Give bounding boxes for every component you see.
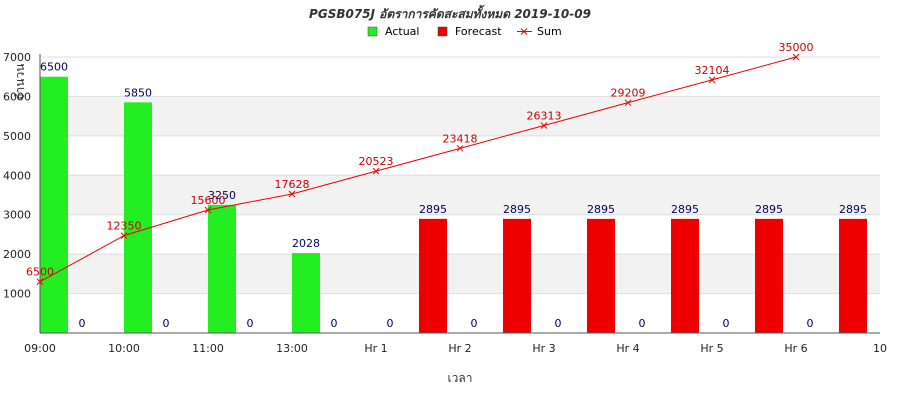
grid-band [40, 254, 880, 294]
bar-label-forecast: 2895 [419, 203, 447, 216]
bar-label-forecast: 2895 [839, 203, 867, 216]
sum-point-mark [792, 53, 800, 61]
sum-point-mark [708, 76, 716, 84]
sum-line [39, 56, 797, 283]
bar-forecast [587, 218, 615, 333]
sum-point-mark [204, 206, 212, 214]
y-tick-label: 2000 [3, 248, 31, 261]
legend-swatch [520, 28, 528, 35]
x-tick-label: 11:00 [192, 342, 224, 355]
sum-point [456, 144, 464, 152]
bar-label-actual: 5850 [124, 86, 152, 99]
grid-band [40, 96, 880, 136]
bar-actual [292, 253, 320, 333]
y-axis-ticks: 1000 2000 3000 4000 5000 6000 7000 [3, 51, 31, 301]
bar-label-forecast: 2895 [503, 203, 531, 216]
sum-point-mark [456, 144, 464, 152]
bar-forecast [755, 218, 783, 333]
x-tick-label: Hr 6 [784, 342, 807, 355]
x-axis-ticks: 09:00 10:00 11:00 13:00 Hr 1 Hr 2 Hr 3 Hr 4 Hr 5… [24, 342, 887, 355]
legend-item[interactable]: Sum [517, 25, 562, 38]
bar-label-forecast: 2895 [755, 203, 783, 216]
grid-lines [40, 56, 880, 295]
x-tick-label: Hr 5 [700, 342, 723, 355]
y-axis-label: จำนวน [13, 64, 27, 101]
sum-point [624, 99, 632, 107]
bar-label-forecast: 0 [79, 317, 86, 330]
sum-point [372, 167, 380, 175]
bar-actual [208, 204, 236, 333]
y-tick-label: 7000 [3, 51, 31, 64]
sum-label: 26313 [527, 110, 562, 123]
sum-point-mark [288, 190, 296, 198]
sum-point-mark [372, 167, 380, 175]
sum-label: 29209 [611, 87, 646, 100]
sum-point-mark [624, 99, 632, 107]
x-axis-label: เวลา [448, 371, 473, 385]
legend-swatch [437, 26, 448, 37]
x-tick-label: 09:00 [24, 342, 56, 355]
bars: 6500 0 5850 0 3250 0 2028 0 2895 0 2895 0 2895 0 2895 0… [40, 61, 867, 333]
sum-point [792, 53, 800, 61]
sum-point [120, 232, 128, 239]
sum-label: 23418 [443, 132, 478, 145]
bar-forecast [503, 218, 531, 333]
bar-label-actual: 2028 [292, 237, 320, 250]
bar-forecast [419, 218, 447, 333]
sum-point-mark [120, 232, 128, 239]
bar-label-forecast: 2895 [587, 203, 615, 216]
y-tick-label: 6000 [3, 90, 31, 103]
legend-swatch [367, 26, 378, 37]
legend[interactable]: Actual Forecast Sum [367, 25, 562, 38]
bar-label-actual: 6500 [40, 61, 68, 74]
bar-label-forecast: 0 [247, 317, 254, 330]
bar-forecast [839, 218, 867, 333]
sum-label: 35000 [779, 41, 814, 54]
x-tick-label: Hr 3 [532, 342, 555, 355]
x-tick-label: Hr 4 [616, 342, 639, 355]
bar-label-actual: 0 [807, 317, 814, 330]
sum-point [204, 206, 212, 214]
legend-label: Forecast [455, 25, 502, 38]
bar-actual [40, 76, 68, 333]
bar-label-actual: 0 [639, 317, 646, 330]
bar-actual [124, 102, 152, 333]
bar-label-forecast: 2895 [671, 203, 699, 216]
y-tick-label: 3000 [3, 209, 31, 222]
sum-label: 12350 [107, 220, 142, 233]
sum-line-series: 6500 12350 15600 17628 20523 23418 26313 29209 3… [26, 41, 814, 286]
bar-forecast [671, 218, 699, 333]
y-tick-label: 1000 [3, 288, 31, 301]
x-tick-label: 13:00 [276, 342, 308, 355]
legend-label: Actual [385, 25, 419, 38]
bar-label-forecast: 0 [331, 317, 338, 330]
sum-point-mark [540, 122, 548, 129]
legend-item[interactable]: Forecast [437, 25, 502, 38]
sum-label: 17628 [275, 178, 310, 191]
x-tick-label: Hr 1 [364, 342, 387, 355]
x-tick-label: 10 [873, 342, 887, 355]
legend-label: Sum [537, 25, 562, 38]
grid-band [40, 175, 880, 215]
grid-bands [40, 96, 880, 294]
sum-label: 20523 [359, 155, 394, 168]
x-tick-label: 10:00 [108, 342, 140, 355]
chart-title: PGSB075J อัตราการคัดสะสมทั้งหมด 2019-10-… [309, 5, 591, 21]
bar-label-forecast: 0 [163, 317, 170, 330]
y-tick-label: 5000 [3, 130, 31, 143]
sum-label: 32104 [695, 64, 730, 77]
bar-label-actual: 3250 [208, 189, 236, 202]
sum-point [288, 190, 296, 198]
sum-label: 15600 [191, 194, 226, 207]
legend-item[interactable]: Actual [367, 25, 419, 38]
bar-label-actual: 0 [387, 317, 394, 330]
sum-point [708, 76, 716, 84]
x-tick-label: Hr 2 [448, 342, 471, 355]
bar-label-actual: 0 [555, 317, 562, 330]
sum-point [540, 122, 548, 129]
bar-label-actual: 0 [471, 317, 478, 330]
bar-label-actual: 0 [723, 317, 730, 330]
y-tick-label: 4000 [3, 169, 31, 182]
